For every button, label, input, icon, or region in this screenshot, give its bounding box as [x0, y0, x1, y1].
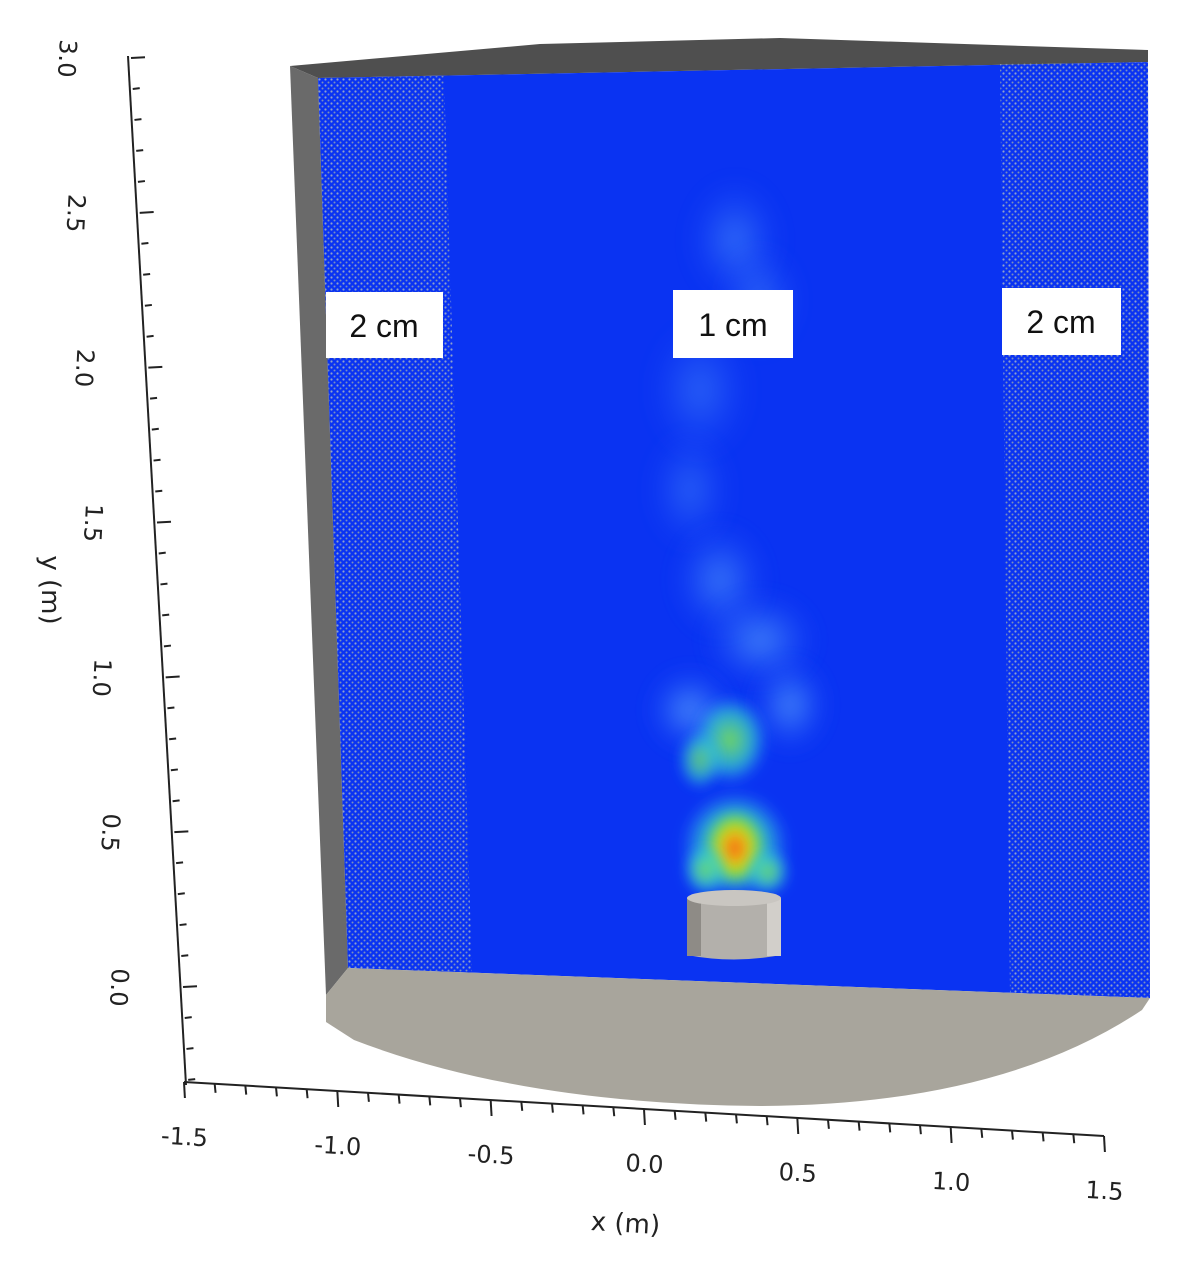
x-major-tick [489, 1099, 493, 1117]
x-tick-label: 1.5 [1085, 1176, 1125, 1206]
y-minor-tick [155, 489, 163, 493]
x-major-tick [796, 1117, 800, 1135]
y-minor-tick [134, 118, 142, 121]
y-major-tick [174, 830, 189, 834]
x-minor-tick [673, 1110, 677, 1120]
region-label-right: 2 cm [1002, 288, 1121, 355]
y-minor-tick [175, 861, 184, 865]
x-major-tick [183, 1081, 186, 1099]
y-minor-tick [172, 799, 180, 803]
x-tick-label: -1.5 [160, 1122, 208, 1153]
y-major-tick [148, 365, 163, 369]
x-minor-tick [765, 1116, 769, 1126]
x-minor-tick [735, 1114, 738, 1124]
y-tick-label: 0.5 [95, 813, 125, 853]
svg-text:2 cm: 2 cm [1026, 304, 1095, 340]
x-tick-label: 0.5 [778, 1158, 818, 1188]
y-tick-label: 1.5 [78, 503, 108, 543]
y-minor-tick [177, 892, 185, 896]
x-minor-tick [980, 1128, 984, 1138]
y-minor-tick [186, 1047, 194, 1050]
y-minor-tick [151, 427, 159, 431]
y-axis [127, 55, 198, 1086]
cylinder-left-wall [290, 66, 348, 995]
x-minor-tick [827, 1119, 830, 1129]
x-minor-tick [612, 1107, 616, 1117]
y-minor-tick [181, 954, 189, 958]
x-minor-tick [1011, 1130, 1014, 1140]
y-minor-tick [160, 582, 168, 586]
x-minor-tick [857, 1121, 861, 1131]
y-minor-tick [136, 149, 144, 152]
x-minor-tick [459, 1098, 462, 1108]
cylinder-top-rim [290, 38, 1148, 78]
y-minor-tick [162, 613, 170, 617]
y-minor-tick [141, 242, 149, 245]
x-minor-tick [213, 1083, 217, 1093]
x-minor-tick [919, 1125, 922, 1135]
x-axis [183, 1081, 1106, 1153]
x-minor-tick [244, 1085, 248, 1095]
x-major-tick [336, 1090, 340, 1108]
y-minor-tick [184, 1016, 192, 1019]
y-minor-tick [163, 644, 172, 648]
x-minor-tick [305, 1089, 309, 1099]
y-minor-tick [179, 923, 187, 927]
x-tick-label: 0.0 [625, 1149, 665, 1179]
y-major-tick [165, 675, 180, 679]
region-label-center: 1 cm [673, 290, 793, 358]
x-tick-label: 1.0 [931, 1167, 971, 1197]
x-minor-tick [888, 1123, 892, 1133]
x-major-tick [949, 1126, 953, 1144]
svg-text:1 cm: 1 cm [698, 307, 767, 343]
y-axis-title: y (m) [35, 555, 65, 624]
y-major-tick [156, 520, 172, 524]
x-minor-tick [551, 1103, 554, 1113]
x-axis-tick-labels: -1.5 -1.0 -0.5 0.0 0.5 1.0 1.5 [160, 1122, 1124, 1206]
y-minor-tick [167, 706, 175, 710]
y-major-tick [182, 985, 198, 988]
y-tick-label: 3.0 [52, 39, 82, 79]
x-minor-tick [367, 1092, 370, 1102]
x-minor-tick [1072, 1134, 1076, 1144]
y-minor-tick [170, 768, 178, 772]
y-minor-tick [137, 180, 146, 183]
y-tick-label: 1.0 [87, 658, 117, 698]
coarse-grid-zone-right [1000, 62, 1150, 998]
x-minor-tick [397, 1094, 401, 1104]
svg-text:2 cm: 2 cm [349, 308, 418, 344]
x-major-tick [1103, 1135, 1106, 1153]
x-tick-label: -1.0 [314, 1131, 362, 1162]
cylinder-floor [326, 968, 1150, 1106]
region-label-left: 2 cm [326, 292, 443, 358]
y-minor-tick [158, 551, 166, 555]
y-minor-tick [149, 396, 158, 400]
x-minor-tick [520, 1101, 524, 1111]
y-major-tick [130, 56, 146, 59]
x-major-tick [643, 1108, 646, 1126]
y-minor-tick [132, 87, 140, 90]
y-tick-label: 2.0 [69, 348, 99, 388]
x-minor-tick [275, 1087, 278, 1097]
x-minor-tick [581, 1105, 585, 1115]
x-minor-tick [428, 1096, 432, 1106]
y-minor-tick [143, 272, 151, 276]
x-axis-title: x (m) [590, 1207, 661, 1241]
x-minor-tick [1041, 1132, 1045, 1142]
y-minor-tick [188, 1078, 196, 1081]
y-minor-tick [146, 334, 154, 338]
y-minor-tick [144, 303, 152, 307]
y-axis-tick-labels: 0.0 0.5 1.0 1.5 2.0 2.5 3.0 [52, 39, 134, 1008]
y-tick-label: 2.5 [61, 193, 91, 233]
x-minor-tick [704, 1112, 708, 1122]
y-minor-tick [169, 737, 177, 741]
y-minor-tick [153, 458, 161, 462]
x-tick-label: -0.5 [467, 1140, 515, 1171]
y-tick-label: 0.0 [104, 968, 134, 1008]
burner [687, 890, 781, 960]
y-major-tick [139, 211, 154, 214]
